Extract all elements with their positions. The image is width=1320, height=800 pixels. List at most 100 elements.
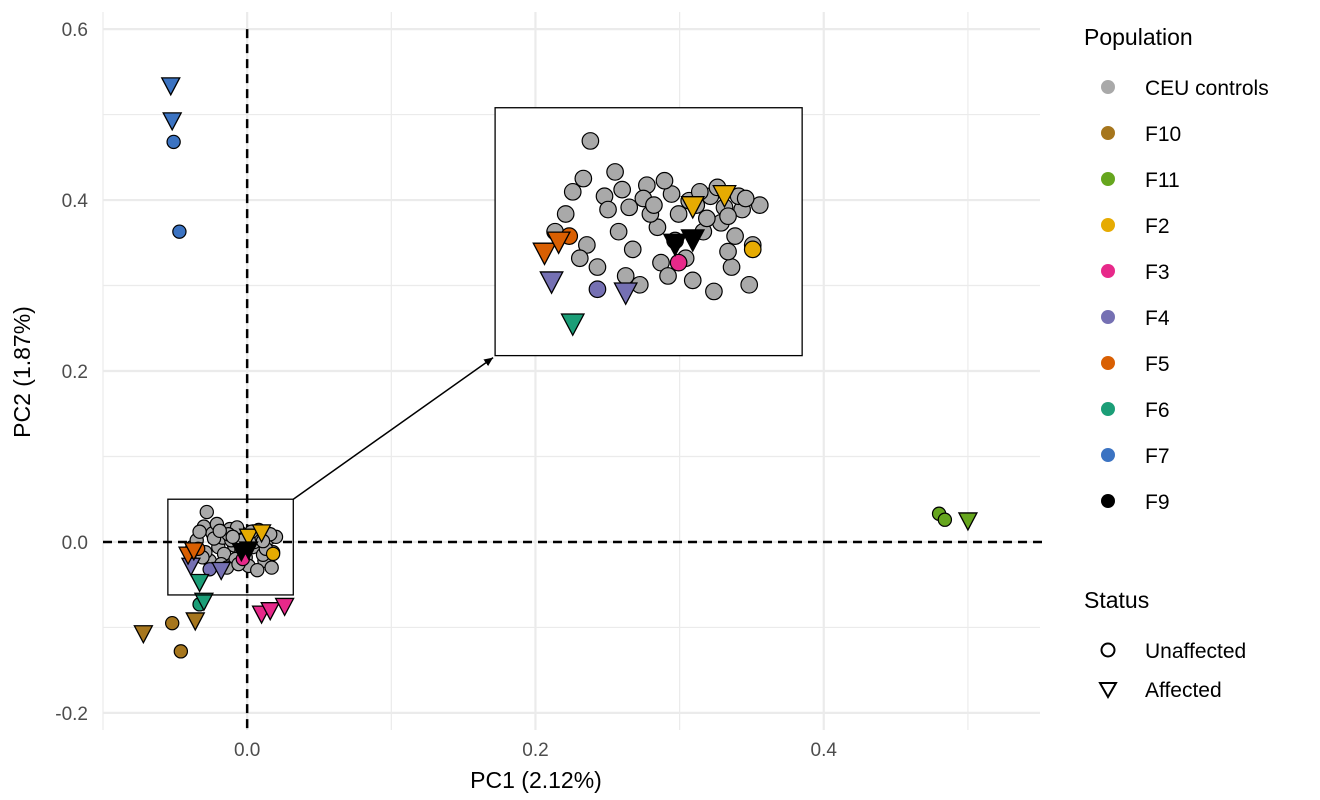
zoom-inset-box [494,107,803,357]
point-ceu-controls [225,529,240,545]
legend-title-status: Status [1084,587,1149,613]
inset-point-ceu-controls [726,227,744,245]
inset-point-f9 [680,229,706,253]
x-tick-label: 0.0 [234,740,260,761]
inset-point-f4 [588,280,607,299]
inset-point-ceu-controls [620,198,639,217]
inset-point-ceu-controls [581,132,600,150]
legend-key-f9 [1101,494,1115,508]
inset-point-f5 [546,231,571,255]
legend-title-population: Population [1084,24,1193,50]
inset-point-ceu-controls [556,205,575,223]
point-f2 [265,546,281,562]
inset-point-ceu-controls [570,249,589,268]
x-tick-label: 0.2 [522,740,548,761]
point-f5 [183,542,204,562]
legend-key-f6 [1101,402,1115,416]
legend-key-f3 [1101,264,1115,278]
inset-point-ceu-controls [606,163,624,181]
point-f4 [180,557,202,577]
point-f2 [238,528,259,548]
legend-label-f5: F5 [1145,353,1170,376]
inset-point-ceu-controls [609,222,628,241]
inset-point-ceu-controls [588,258,607,276]
inset-point-ceu-controls [599,200,617,219]
legend-label-f11: F11 [1145,169,1180,192]
legend-label-f7: F7 [1145,445,1170,468]
inset-point-ceu-controls [645,196,663,214]
inset-point-ceu-controls [698,209,716,228]
point-f6 [189,573,210,593]
point-f11 [957,512,979,532]
legend-key-f7 [1101,448,1115,462]
point-f2 [251,524,272,544]
point-f3 [260,602,281,622]
inset-point-f9 [662,233,688,257]
y-tick-label: -0.2 [55,704,88,725]
legend: Population CEU controls F10 F11 F2 F3 F4 F5 F6 F… [1084,24,1269,702]
inset-point-ceu-controls [613,180,632,199]
point-f7 [160,77,181,97]
point-ceu-controls [264,560,279,575]
legend-label-f2: F2 [1145,215,1170,238]
y-axis-title: PC2 (1.87%) [9,306,35,438]
point-ceu-controls [199,504,214,520]
point-ceu-controls [212,523,227,539]
inset-point-ceu-controls [655,171,674,190]
inset-point-ceu-controls [719,242,737,261]
y-tick-label: 0.0 [62,533,88,554]
point-f7 [162,112,183,132]
legend-label-f3: F3 [1145,261,1170,284]
legend-key-ceu-controls [1101,80,1115,94]
legend-label-f6: F6 [1145,399,1170,422]
point-f4 [211,561,232,581]
legend-label-f9: F9 [1145,491,1170,514]
inset-point-ceu-controls [719,207,737,226]
inset-point-ceu-controls [705,282,723,301]
inset-point-f6 [560,313,586,337]
inset-point-ceu-controls [659,267,677,285]
inset-point-f5 [532,242,557,266]
point-f10 [173,644,189,659]
inset-point-ceu-controls [623,240,642,259]
inset-point-f4 [539,271,564,295]
point-f10 [164,615,180,631]
inset-point-f2 [743,240,762,259]
inset-point-ceu-controls [669,205,688,223]
inset-point-f2 [712,184,737,209]
legend-label-f4: F4 [1145,307,1170,330]
y-tick-label: 0.4 [62,191,89,212]
zoom-arrow [292,357,494,500]
inset-point-f2 [680,196,706,220]
legend-label-affected: Affected [1145,679,1222,702]
inset-point-f4 [613,282,639,306]
inset-point-ceu-controls [750,196,769,214]
point-f6 [193,592,214,612]
y-tick-label: 0.6 [62,20,88,41]
legend-label-f10: F10 [1145,123,1181,146]
inset-point-ceu-controls [563,182,582,201]
legend-key-f4 [1101,310,1115,324]
inset-point-ceu-controls [616,267,635,285]
point-f11 [937,512,953,527]
legend-key-affected [1098,682,1118,700]
point-f9 [238,541,259,561]
y-tick-label: 0.2 [62,362,88,383]
point-f7 [172,224,187,239]
inset-point-f3 [669,253,688,272]
point-f7 [166,134,181,150]
point-ceu-controls [250,562,265,578]
legend-key-f2 [1101,218,1115,232]
inset-point-ceu-controls [722,258,741,276]
legend-label-unaffected: Unaffected [1145,640,1246,663]
x-axis-title: PC1 (2.12%) [470,767,602,793]
legend-key-f11 [1101,172,1115,186]
data-points [133,77,979,659]
legend-key-unaffected [1100,642,1116,658]
legend-label-ceu-controls: CEU controls [1145,77,1269,100]
x-tick-label: 0.4 [811,740,838,761]
inset-point-ceu-controls [683,271,702,290]
inset-point-ceu-controls [574,169,593,188]
